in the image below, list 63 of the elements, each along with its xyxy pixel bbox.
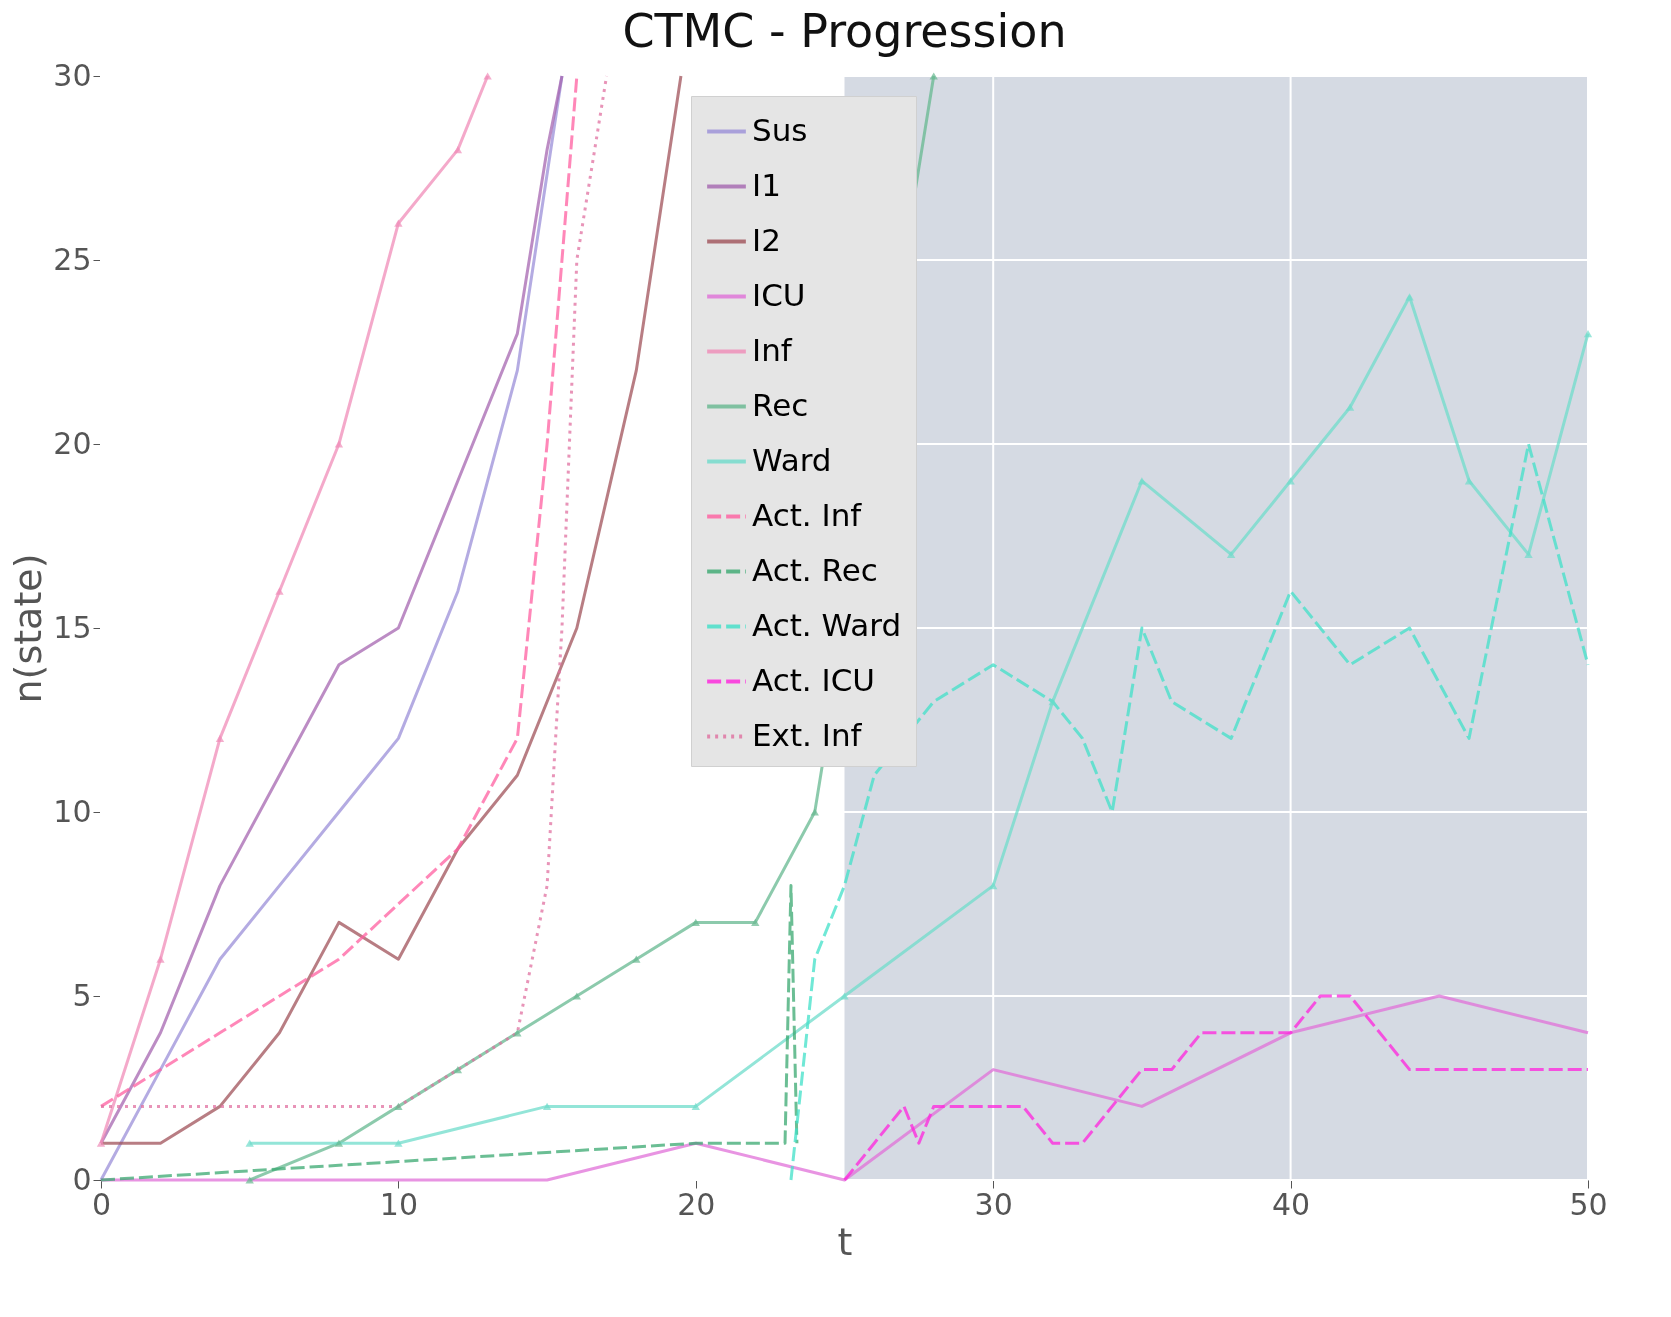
point [1137,477,1147,485]
y-tick-label: 25 [53,241,92,277]
point [1524,550,1533,559]
legend-label: I2 [752,221,781,258]
chart-title: CTMC - Progression [622,4,1067,58]
point [1286,477,1295,485]
y-tick-label: 15 [53,609,92,645]
x-tick-label: 30 [974,1186,1013,1222]
point [215,734,225,743]
legend-label: Act. ICU [752,661,876,698]
point [245,1139,254,1147]
x-tick-label: 10 [379,1186,418,1222]
legend-label: Act. Ward [752,606,902,643]
x-tick-label: 50 [1569,1186,1608,1222]
point [394,1102,403,1111]
point [632,955,641,963]
legend-label: Sus [752,111,808,148]
point [453,1065,463,1074]
point [1048,697,1057,706]
point [245,1176,254,1184]
point [1345,403,1355,411]
point [810,808,819,816]
point [691,1102,700,1111]
point [1226,550,1236,559]
point [1405,293,1414,301]
point [394,1139,403,1147]
legend-label: Inf [752,331,793,368]
y-axis-title: n(state) [6,553,51,704]
legend-label: Ward [752,441,832,478]
point [691,918,700,927]
x-tick-label: 20 [677,1186,716,1222]
y-tick-label: 30 [53,57,92,93]
point [1464,477,1474,485]
point [394,219,403,227]
point [929,72,938,80]
point [1583,329,1593,338]
legend-label: ICU [752,276,806,313]
point [334,440,344,448]
point [453,145,463,154]
point [275,587,284,595]
point [156,955,165,963]
legend-label: Act. Inf [752,496,863,533]
y-tick-label: 10 [53,793,92,829]
legend-label: Rec [752,386,809,423]
line-series [843,994,1590,1182]
point [96,1139,106,1147]
point [513,1029,522,1037]
point [334,1139,344,1147]
y-tick-label: 0 [72,1161,92,1197]
line-series [99,884,799,1182]
x-tick-label: 40 [1272,1186,1311,1222]
point [989,881,998,890]
point [840,992,849,1000]
point [572,992,582,1000]
point [542,1102,552,1111]
legend-label: Ext. Inf [752,716,863,753]
x-axis-title: t [837,1219,853,1264]
point [751,918,760,927]
y-tick-label: 5 [72,977,92,1013]
y-tick-label: 20 [53,425,92,461]
legend-label: Act. Rec [752,551,878,588]
legend-label: I1 [752,166,781,203]
point [483,72,492,80]
